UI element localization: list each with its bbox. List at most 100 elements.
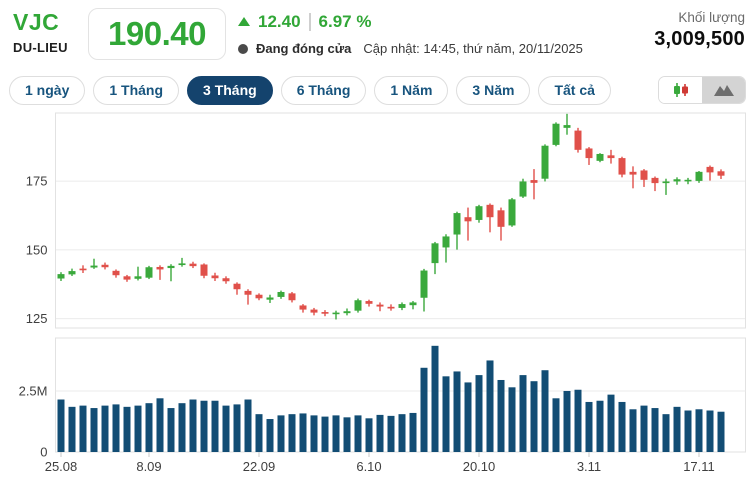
candle-body — [541, 145, 549, 179]
candle-body — [497, 210, 505, 227]
volume-bar — [530, 381, 538, 452]
volume-bar — [442, 376, 450, 452]
volume-bar — [453, 371, 461, 452]
range-button-4[interactable]: 1 Năm — [374, 75, 449, 105]
candle-body — [134, 276, 142, 279]
volume-bar — [563, 390, 571, 452]
candle-body — [420, 270, 428, 298]
candle-body — [376, 304, 384, 307]
candle-body — [607, 155, 615, 159]
volume-bar — [266, 419, 274, 452]
candle-body — [585, 148, 593, 159]
current-price: 190.40 — [108, 15, 206, 52]
volume-bar — [156, 398, 164, 452]
volume-bar — [222, 405, 230, 452]
volume-bar — [321, 416, 329, 452]
candlestick-chart-button[interactable] — [659, 77, 702, 103]
volume-bar — [596, 400, 604, 452]
svg-text:2.5M: 2.5M — [19, 383, 48, 398]
price-change-row: 12.40 6.97 % — [238, 12, 371, 32]
volume-bar — [398, 414, 406, 452]
candle-body — [673, 179, 681, 182]
candle-body — [299, 305, 307, 310]
candle-body — [79, 268, 87, 271]
volume-bar — [519, 375, 527, 452]
volume-bar — [706, 410, 714, 452]
volume-bar — [101, 405, 109, 452]
candle-body — [618, 158, 626, 175]
change-percent: 6.97 % — [318, 12, 372, 31]
volume-bar — [178, 403, 186, 452]
svg-text:0: 0 — [40, 445, 47, 460]
volume-bar — [486, 360, 494, 452]
volume-bar — [90, 408, 98, 452]
volume-bar — [79, 405, 87, 452]
range-toolbar: 1 ngày 1 Tháng 3 Tháng 6 Tháng 1 Năm 3 Năm Tất… — [9, 75, 746, 105]
candle-body — [442, 236, 450, 248]
candle-body — [464, 217, 472, 222]
candle-body — [112, 270, 120, 276]
volume-bar — [651, 408, 659, 452]
x-axis-label: 20.10 — [463, 459, 496, 474]
volume-bar — [277, 415, 285, 452]
candle-body — [651, 177, 659, 184]
x-axis-label: 17.11 — [683, 459, 715, 474]
chart-area[interactable]: 175 150 125 2.5M 0 25.08 8.09 22.09 6.10 20.10 3.1… — [0, 112, 755, 485]
price-volume-chart[interactable]: 175 150 125 2.5M 025.08 8.09 22.09 6.10 20.10 3.1… — [0, 112, 755, 485]
volume-bar — [585, 401, 593, 452]
candle-body — [156, 266, 164, 270]
volume-bar — [684, 410, 692, 452]
volume-bar — [57, 399, 65, 452]
volume-bar — [673, 406, 681, 452]
volume-bar — [464, 382, 472, 452]
candle-body — [222, 278, 230, 282]
candle-body — [57, 274, 65, 279]
volume-bar — [508, 387, 516, 452]
candle-body — [387, 306, 395, 309]
volume-bar — [420, 367, 428, 452]
candle-body — [574, 130, 582, 150]
volume-bar — [431, 345, 439, 452]
svg-text:175: 175 — [26, 174, 48, 189]
volume-bar — [475, 375, 483, 452]
volume-bar — [662, 414, 670, 452]
market-status: Đang đóng cửa — [256, 41, 352, 56]
volume-bar — [167, 408, 175, 452]
svg-text:125: 125 — [26, 311, 48, 326]
range-button-5[interactable]: 3 Năm — [456, 75, 531, 105]
volume-bar — [244, 399, 252, 452]
range-button-6[interactable]: Tất cả — [538, 75, 611, 105]
candle-body — [453, 213, 461, 235]
volume-bar — [497, 379, 505, 452]
candle-body — [563, 125, 571, 128]
x-axis-labels: 25.08 8.09 22.09 6.10 20.10 3.11 17.11 — [45, 452, 715, 474]
exchange-label: DU-LIEU — [13, 40, 68, 55]
candle-body — [695, 171, 703, 181]
range-button-2[interactable]: 3 Tháng — [187, 75, 273, 105]
candle-body — [508, 199, 516, 226]
volume-bar — [387, 415, 395, 452]
current-price-box: 190.40 — [88, 8, 226, 60]
candle-body — [167, 265, 175, 269]
candle-body — [123, 276, 131, 280]
volume-bar — [189, 399, 197, 452]
volume-bar — [310, 415, 318, 452]
range-button-3[interactable]: 6 Tháng — [280, 75, 367, 105]
candle-body — [343, 311, 351, 314]
candle-body — [475, 206, 483, 220]
last-update: Cập nhật: 14:45, thứ năm, 20/11/2025 — [363, 41, 583, 56]
area-chart-button[interactable] — [702, 77, 745, 103]
range-button-1[interactable]: 1 Tháng — [93, 75, 180, 105]
price-pane: 175 150 125 — [26, 112, 746, 329]
volume-summary: Khối lượng 3,009,500 — [654, 10, 745, 51]
candle-body — [409, 302, 417, 306]
candle-body — [706, 166, 714, 173]
candle-body — [189, 263, 197, 267]
candle-body — [530, 180, 538, 183]
candle-body — [266, 297, 274, 300]
volume-bar — [123, 406, 131, 452]
x-axis-label: 22.09 — [243, 459, 276, 474]
candle-body — [310, 309, 318, 313]
range-button-0[interactable]: 1 ngày — [9, 75, 86, 105]
